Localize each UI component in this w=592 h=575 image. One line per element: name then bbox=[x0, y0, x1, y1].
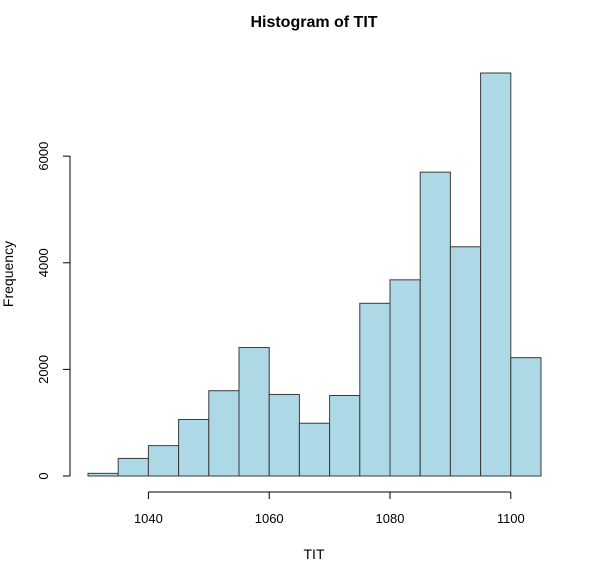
histogram-bar-1075-1080 bbox=[359, 302, 391, 477]
y-tick-label-6000: 6000 bbox=[36, 142, 51, 171]
histogram-bar-1100-1105 bbox=[510, 357, 542, 477]
y-tick-label-4000: 4000 bbox=[36, 248, 51, 277]
x-axis: 1040 1060 1080 1100 bbox=[134, 491, 525, 526]
histogram-bar-1055-1060 bbox=[238, 347, 270, 477]
y-tick-label-2000: 2000 bbox=[36, 355, 51, 384]
histogram-bar-1070-1075 bbox=[329, 395, 361, 477]
chart-title: Histogram of TIT bbox=[250, 14, 377, 31]
x-axis-label: TIT bbox=[304, 546, 325, 562]
x-tick-label-1080: 1080 bbox=[376, 511, 405, 526]
y-axis-label: Frequency bbox=[0, 241, 16, 307]
y-axis: 0 2000 4000 6000 bbox=[36, 142, 71, 480]
histogram-bar-1035-1040 bbox=[117, 457, 149, 477]
histogram-bar-1060-1065 bbox=[268, 393, 300, 477]
histogram-bar-1030-1035 bbox=[87, 472, 119, 477]
histogram-bars bbox=[87, 72, 542, 477]
histogram-bar-1065-1070 bbox=[298, 422, 331, 477]
histogram-bar-1095-1100 bbox=[480, 72, 512, 477]
x-tick-label-1100: 1100 bbox=[497, 511, 525, 526]
histogram-bar-1080-1085 bbox=[389, 279, 421, 477]
histogram-bar-1045-1050 bbox=[178, 418, 210, 477]
histogram-bar-1050-1055 bbox=[208, 390, 240, 477]
histogram-bar-1040-1045 bbox=[147, 445, 180, 477]
histogram-bar-1090-1095 bbox=[449, 246, 482, 477]
x-tick-label-1040: 1040 bbox=[134, 511, 163, 526]
x-tick-label-1060: 1060 bbox=[255, 511, 284, 526]
y-tick-label-0: 0 bbox=[36, 472, 51, 479]
histogram-bar-1085-1090 bbox=[419, 171, 451, 477]
